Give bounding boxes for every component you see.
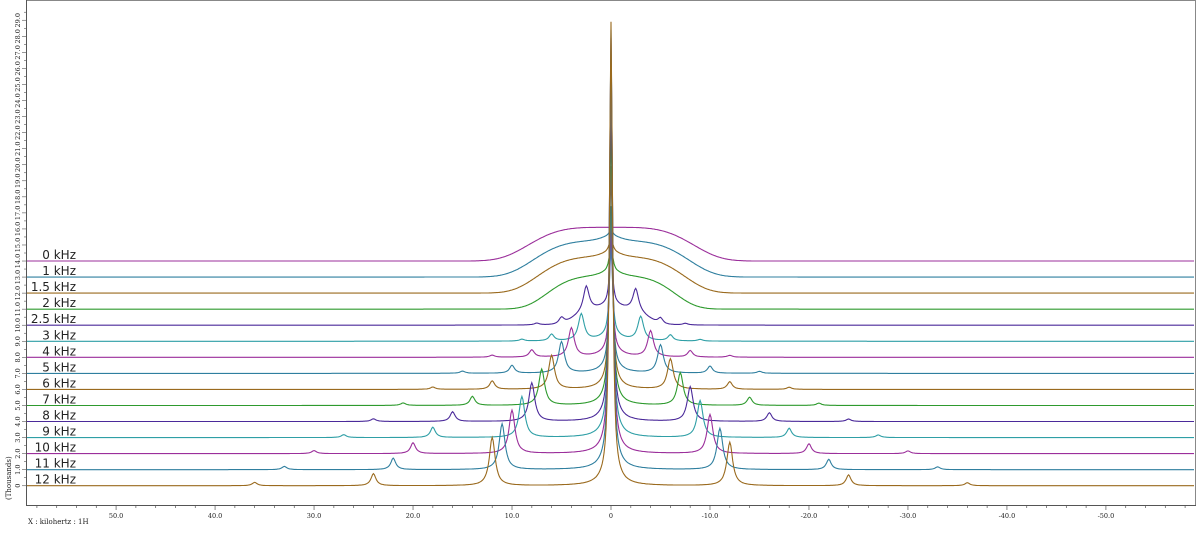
trace-label: 4 kHz [42, 344, 76, 358]
y-tick-label: 5.0 [14, 400, 22, 410]
y-tick-label: 6.0 [14, 384, 22, 394]
trace-label: 0 kHz [42, 248, 76, 262]
x-tick-label: -50.0 [1098, 512, 1115, 520]
x-axis-title: X : kilohertz : 1H [28, 518, 89, 526]
y-tick-label: 28.0 [14, 29, 22, 43]
x-tick-label: -10.0 [702, 512, 719, 520]
y-tick-label: 0 [14, 484, 22, 488]
y-tick-label: 13.0 [14, 270, 22, 284]
trace-label: 5 kHz [42, 360, 76, 374]
y-tick-label: 3.0 [14, 432, 22, 442]
x-tick-label: 10.0 [505, 512, 519, 520]
x-tick-label: 0 [609, 512, 613, 520]
trace-label: 11 kHz [35, 457, 76, 471]
trace-label: 6 kHz [42, 376, 76, 390]
y-tick-label: 21.0 [14, 141, 22, 155]
y-axis-ticks: 0 1.0 2.0 3.0 4.0 5.0 6.0 7.0 8.0 9.0 10.0 11.0 12.0… [14, 11, 26, 488]
y-tick-label: 8.0 [14, 352, 22, 362]
spectrum-traces [27, 21, 1194, 487]
x-tick-label: -40.0 [999, 512, 1016, 520]
trace-label: 2.5 kHz [31, 312, 76, 326]
y-tick-label: 19.0 [14, 174, 22, 188]
trace-label: 10 kHz [35, 441, 76, 455]
x-tick-label: -30.0 [900, 512, 917, 520]
y-tick-label: 11.0 [14, 302, 22, 316]
trace-label: 3 kHz [42, 328, 76, 342]
y-tick-label: 9.0 [14, 336, 22, 346]
trace-labels: 0 kHz 1 kHz 1.5 kHz 2 kHz 2.5 kHz 3 kHz 4 kHz 5… [31, 248, 76, 487]
y-tick-label: 7.0 [14, 368, 22, 378]
y-tick-label: 17.0 [14, 206, 22, 220]
x-tick-label: 20.0 [406, 512, 420, 520]
trace-label: 8 kHz [42, 409, 76, 423]
y-tick-label: 4.0 [14, 416, 22, 426]
trace-label: 1.5 kHz [31, 280, 76, 294]
y-tick-label: 15.0 [14, 238, 22, 252]
y-tick-label: 16.0 [14, 222, 22, 236]
y-tick-label: 29.0 [14, 13, 22, 27]
trace-label: 2 kHz [42, 296, 76, 310]
y-tick-label: 12.0 [14, 286, 22, 300]
y-tick-label: 1.0 [14, 465, 22, 475]
spectrum-trace-5-khz [27, 206, 1194, 374]
y-axis-title: (Thousands) [5, 456, 13, 500]
x-tick-label: -20.0 [801, 512, 818, 520]
spectrum-trace-12-khz [27, 21, 1194, 487]
trace-label: 12 kHz [35, 473, 76, 487]
trace-label: 7 kHz [42, 392, 76, 406]
x-tick-label: 40.0 [208, 512, 222, 520]
x-axis-ticks: 50.0 40.0 30.0 20.0 10.0 0 -10.0 -20.0 -30.0 -40.… [36, 505, 1186, 520]
y-tick-label: 24.0 [14, 93, 22, 107]
x-tick-label: 50.0 [109, 512, 123, 520]
y-tick-label: 10.0 [14, 318, 22, 332]
y-tick-label: 22.0 [14, 125, 22, 139]
y-tick-label: 2.0 [14, 448, 22, 458]
y-tick-label: 14.0 [14, 254, 22, 268]
y-tick-label: 20.0 [14, 157, 22, 171]
y-tick-label: 18.0 [14, 190, 22, 204]
y-tick-label: 25.0 [14, 77, 22, 91]
trace-label: 9 kHz [42, 425, 76, 439]
trace-label: 1 kHz [42, 264, 76, 278]
x-tick-label: 30.0 [307, 512, 321, 520]
y-tick-label: 27.0 [14, 45, 22, 59]
y-tick-label: 23.0 [14, 109, 22, 123]
y-tick-label: 26.0 [14, 61, 22, 75]
